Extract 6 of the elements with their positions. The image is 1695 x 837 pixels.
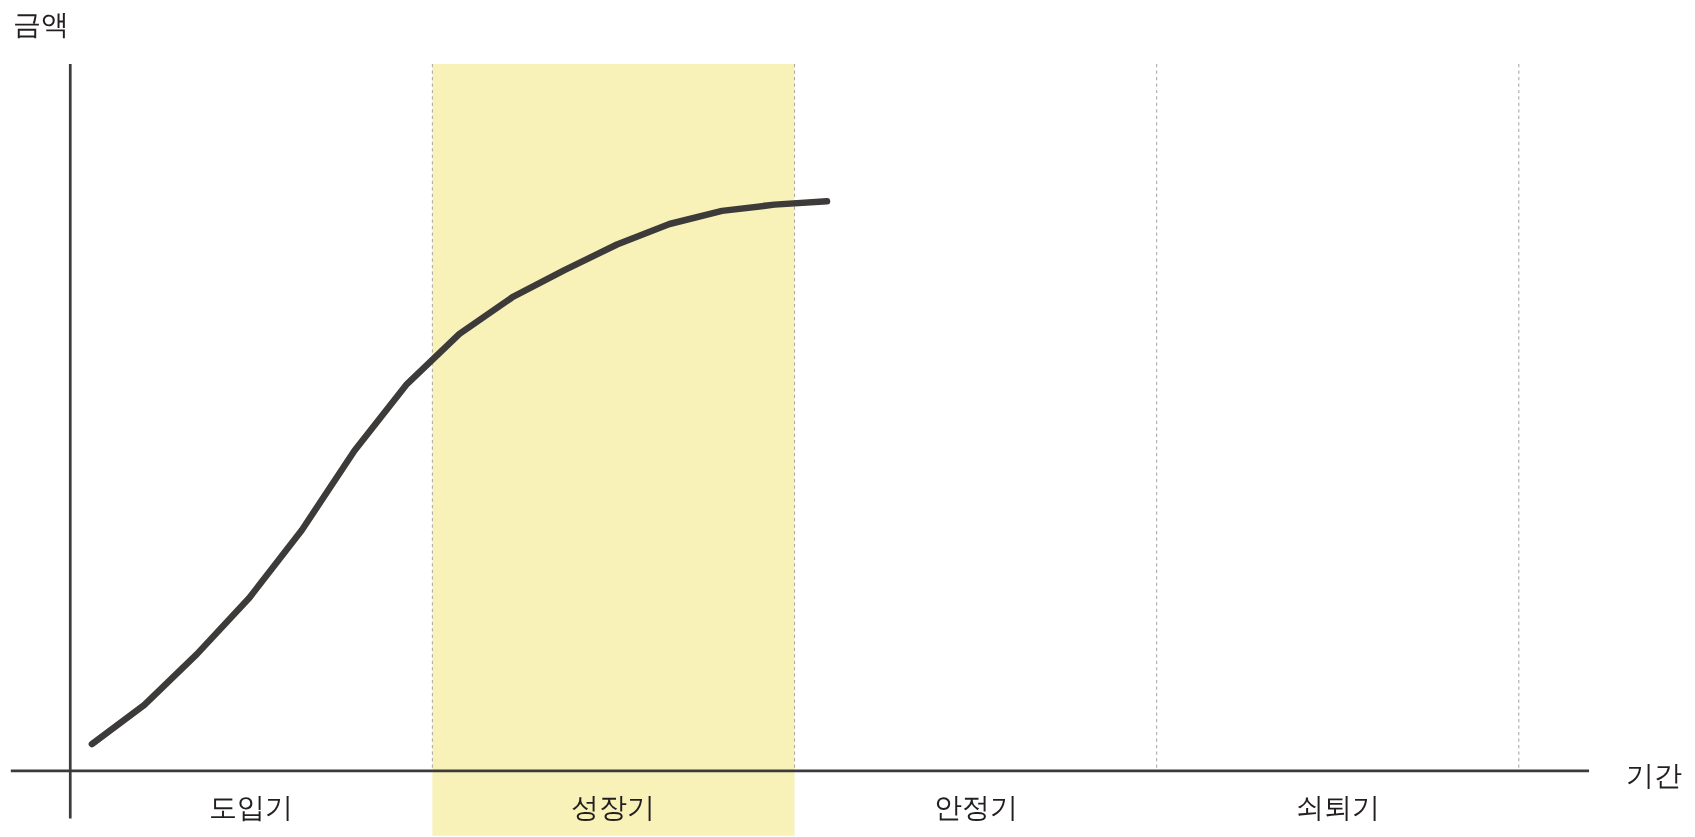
- text: 성장기: [571, 791, 656, 825]
- x-axis-title: 기간: [1625, 758, 1682, 792]
- text: 도입기: [209, 791, 294, 825]
- text: 금액: [13, 7, 70, 41]
- text: 쇠퇴기: [1295, 791, 1380, 825]
- text: 안정기: [933, 791, 1018, 825]
